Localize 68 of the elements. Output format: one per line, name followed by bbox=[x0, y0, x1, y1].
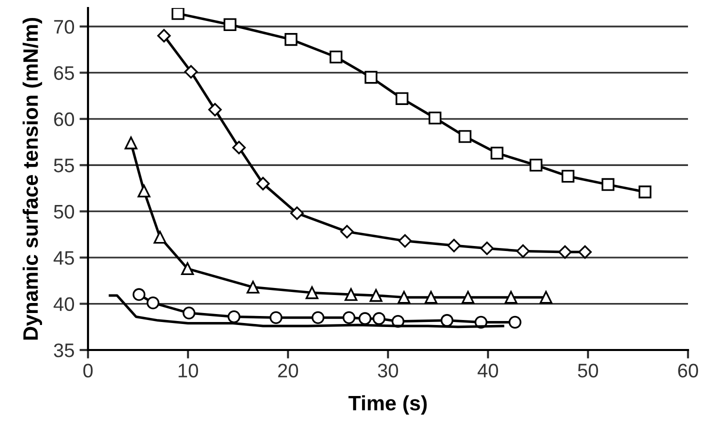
point bbox=[184, 65, 198, 79]
point bbox=[504, 290, 518, 304]
y-tick-label: 60 bbox=[54, 112, 74, 126]
x-tick-label: 40 bbox=[478, 364, 498, 378]
point bbox=[558, 245, 572, 259]
point bbox=[370, 289, 382, 302]
point bbox=[540, 290, 552, 304]
point bbox=[578, 245, 592, 259]
y-tick-label: 70 bbox=[54, 20, 74, 34]
y-tick-label: 65 bbox=[54, 66, 74, 80]
point bbox=[256, 176, 270, 190]
point bbox=[398, 234, 412, 248]
point bbox=[424, 290, 438, 304]
x-tick-label: 20 bbox=[278, 364, 298, 378]
point bbox=[284, 33, 298, 46]
point bbox=[638, 186, 652, 198]
x-tick-label: 30 bbox=[378, 364, 398, 378]
point bbox=[447, 238, 461, 252]
point bbox=[490, 146, 504, 160]
line-series bbox=[108, 294, 504, 328]
point bbox=[232, 140, 246, 154]
point bbox=[562, 170, 574, 183]
y-tick-label: 55 bbox=[54, 158, 74, 172]
point bbox=[396, 92, 408, 105]
point bbox=[146, 296, 160, 310]
point bbox=[246, 280, 260, 294]
point bbox=[132, 288, 146, 301]
y-tick-label: 50 bbox=[54, 204, 74, 219]
point bbox=[124, 136, 138, 150]
point bbox=[228, 310, 240, 324]
y-axis-title: Dynamic surface tension (mN/m) bbox=[22, 18, 42, 340]
point bbox=[330, 50, 342, 64]
point bbox=[172, 8, 184, 20]
x-tick-label: 60 bbox=[678, 364, 698, 378]
point bbox=[306, 286, 318, 300]
point bbox=[372, 312, 386, 325]
point bbox=[530, 158, 542, 172]
y-tick-label: 35 bbox=[54, 343, 74, 358]
y-tick-label: 40 bbox=[54, 297, 74, 312]
x-tick-label: 50 bbox=[578, 364, 598, 378]
point bbox=[440, 314, 454, 327]
point bbox=[344, 288, 358, 301]
point bbox=[364, 70, 378, 84]
point bbox=[480, 242, 494, 256]
point bbox=[138, 184, 150, 198]
x-tick-label: 10 bbox=[178, 364, 198, 378]
point bbox=[508, 316, 522, 329]
point bbox=[398, 290, 410, 304]
point bbox=[182, 306, 196, 320]
point bbox=[270, 311, 282, 324]
point bbox=[462, 290, 474, 304]
point bbox=[154, 230, 166, 244]
y-tick-label: 45 bbox=[54, 251, 74, 265]
x-axis-title: Time (s) bbox=[348, 395, 427, 415]
point bbox=[340, 224, 354, 238]
point bbox=[224, 18, 236, 32]
point bbox=[428, 112, 442, 124]
x-tick-label: 0 bbox=[83, 364, 93, 378]
point bbox=[290, 206, 304, 220]
point bbox=[208, 102, 222, 116]
point bbox=[181, 262, 194, 276]
point bbox=[358, 312, 372, 325]
point bbox=[516, 244, 530, 258]
point bbox=[602, 178, 614, 191]
point bbox=[157, 29, 171, 42]
point bbox=[312, 311, 324, 324]
point bbox=[458, 130, 472, 143]
point bbox=[342, 311, 356, 324]
